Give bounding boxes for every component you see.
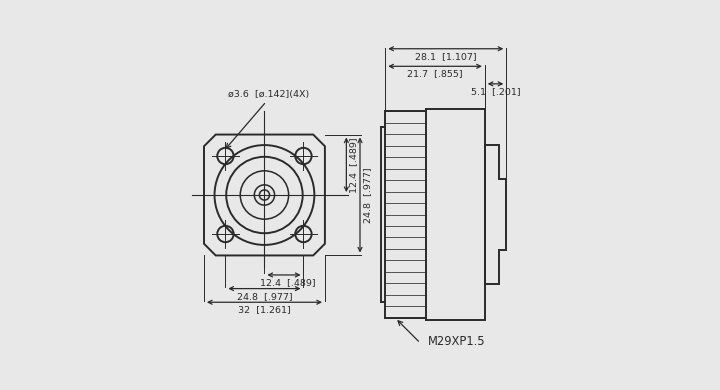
Text: 24.8  [.977]: 24.8 [.977]	[237, 292, 292, 301]
Text: 12.4  [.489]: 12.4 [.489]	[260, 278, 315, 287]
Text: 24.8  [.977]: 24.8 [.977]	[363, 167, 372, 223]
Text: M29XP1.5: M29XP1.5	[428, 335, 486, 348]
Text: 32  [1.261]: 32 [1.261]	[238, 305, 291, 314]
Text: 5.1  [.201]: 5.1 [.201]	[471, 87, 521, 96]
Text: 21.7  [.855]: 21.7 [.855]	[408, 69, 463, 78]
Text: 28.1  [1.107]: 28.1 [1.107]	[415, 52, 477, 61]
Text: 12.4  [.489]: 12.4 [.489]	[349, 137, 359, 193]
Text: ø3.6  [ø.142](4X): ø3.6 [ø.142](4X)	[228, 90, 309, 99]
